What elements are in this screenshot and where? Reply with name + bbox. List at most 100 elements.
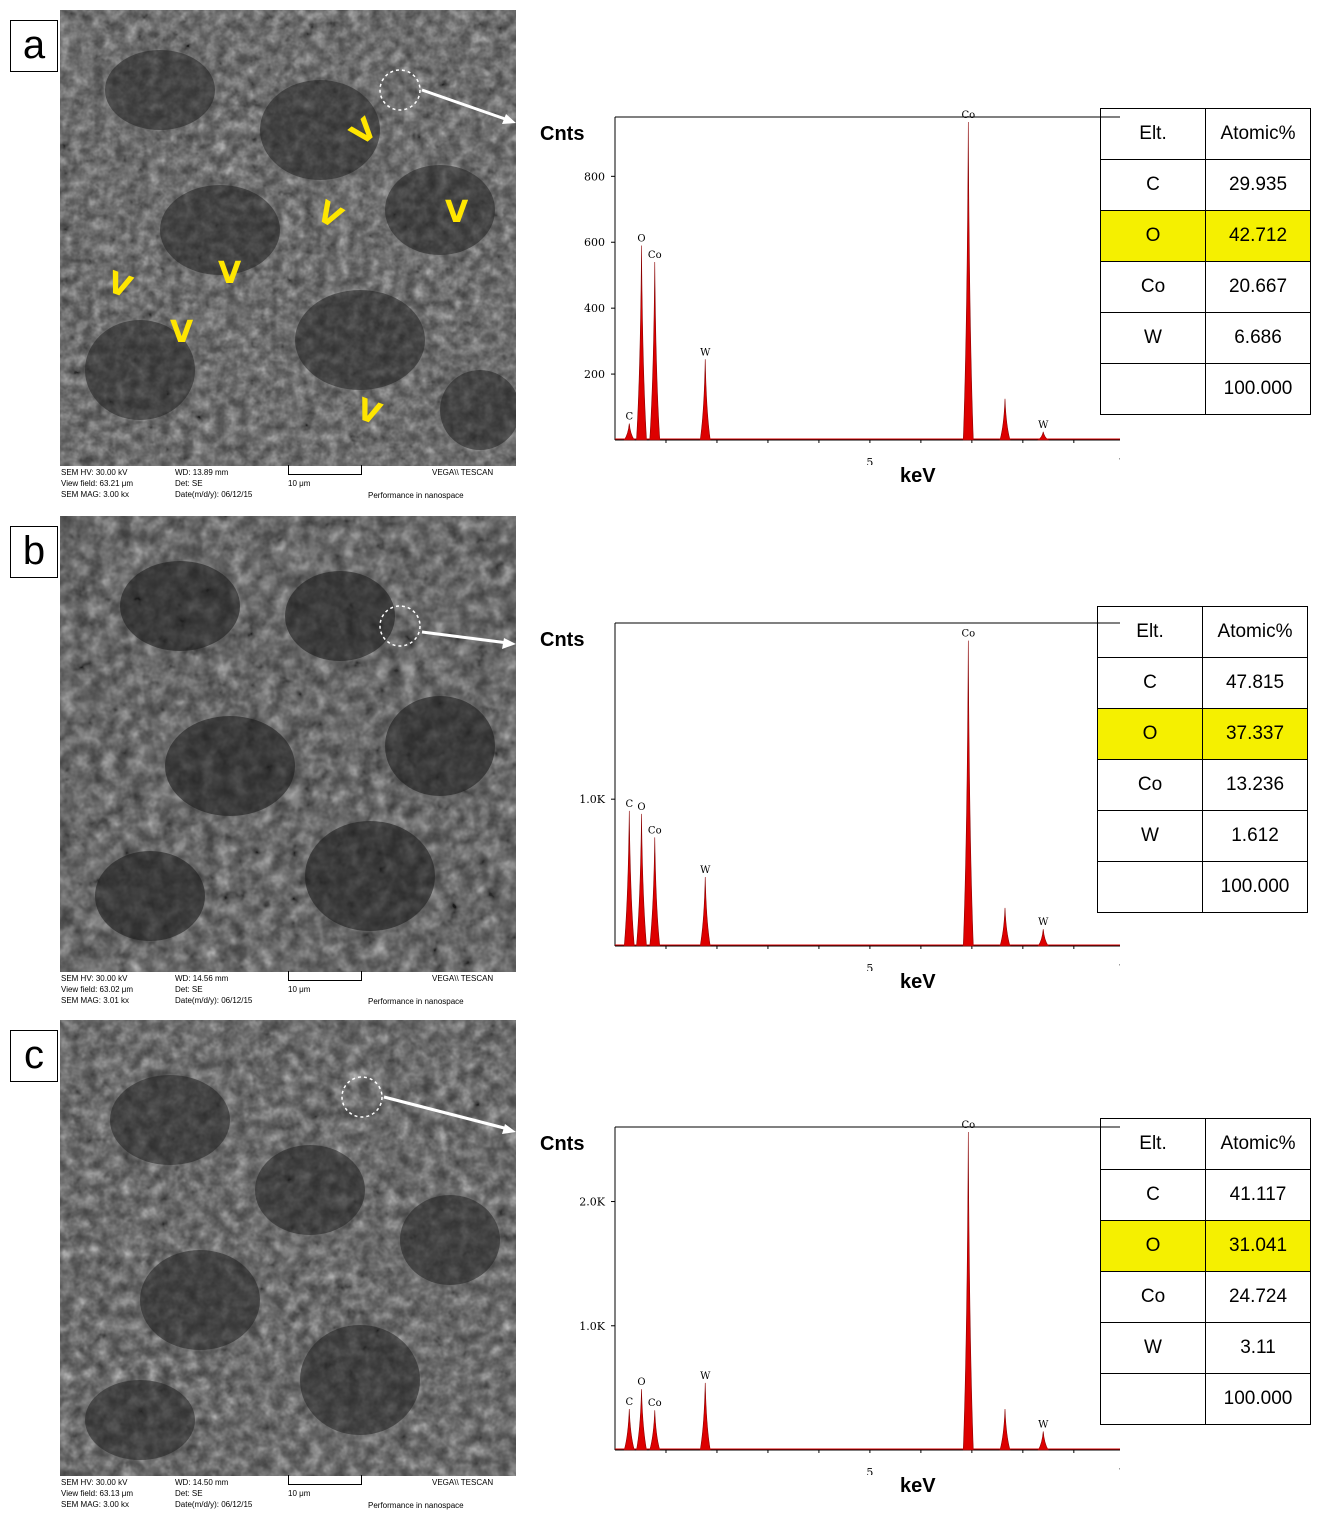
sem-brand: VEGA\\ TESCAN — [432, 974, 494, 983]
table-row: O 42.712 — [1100, 210, 1311, 262]
peak-label: C — [625, 1397, 633, 1408]
table-cell: Co — [1097, 759, 1203, 811]
table-cell: Co — [1100, 1271, 1206, 1323]
spectrum-peak — [649, 837, 661, 947]
sem-info-bar: SEM HV: 30.00 kV View field: 63.13 μm SE… — [60, 1475, 516, 1520]
table-cell: O — [1097, 708, 1203, 760]
peak-label: Co — [961, 629, 975, 640]
sem-texture — [60, 1020, 516, 1476]
peak-label: Co — [961, 1120, 975, 1131]
y-tick-label: 800 — [584, 170, 605, 183]
x-tick-label: 5 — [866, 1466, 873, 1475]
sem-info-bar: SEM HV: 30.00 kV View field: 63.02 μm SE… — [60, 971, 516, 1016]
table-cell: O — [1100, 210, 1206, 262]
y-axis-label: Cnts — [540, 123, 585, 145]
sem-hv: SEM HV: 30.00 kV — [61, 468, 128, 477]
spectrum-peak — [623, 1408, 635, 1451]
table-row: C 41.117 — [1100, 1169, 1311, 1221]
arrow-icon — [421, 88, 516, 124]
table-header-cell: Atomic% — [1205, 1118, 1311, 1170]
spectrum-plot: 1.0K2.0K510COCoWCoW — [579, 1120, 1120, 1475]
table-cell: W — [1097, 810, 1203, 862]
peak-label: W — [1038, 1419, 1049, 1430]
sem-scale: 10 μm — [288, 479, 311, 488]
x-tick-label: 10 — [1118, 962, 1120, 971]
eds-spectrum: Cnts keV 1.0K2.0K510COCoWCoW — [530, 1115, 1120, 1515]
peak-label: Co — [648, 1398, 662, 1409]
arrow-icon — [421, 630, 516, 649]
x-axis-label: keV — [900, 1475, 936, 1497]
marker-v: V — [445, 195, 469, 230]
sem-view-field: View field: 63.13 μm — [61, 1489, 134, 1498]
table-cell: 100.000 — [1202, 861, 1308, 913]
sem-image: V V V V V V V — [60, 10, 516, 466]
sem-mag: SEM MAG: 3.01 kx — [61, 996, 130, 1005]
marker-v: V — [218, 256, 242, 291]
table-cell: 100.000 — [1205, 363, 1311, 415]
sem-date: Date(m/d/y): 06/12/15 — [175, 1500, 253, 1509]
table-row: Co 13.236 — [1097, 759, 1308, 811]
table-header-row: Elt. Atomic% — [1097, 606, 1308, 658]
panel-c: c SEM HV: 30.00 kV View field: 63.13 μm … — [0, 1020, 1324, 1526]
sem-brand: VEGA\\ TESCAN — [432, 468, 494, 477]
sem-image — [60, 516, 516, 972]
spectrum-peak — [699, 1382, 711, 1451]
spectrum-peak — [636, 813, 647, 947]
y-tick-label: 1.0K — [579, 1320, 605, 1333]
table-row: W 6.686 — [1100, 312, 1311, 364]
sem-date: Date(m/d/y): 06/12/15 — [175, 490, 253, 499]
scale-bar — [288, 1475, 362, 1485]
sem-view-field: View field: 63.21 μm — [61, 479, 134, 488]
scale-bar — [288, 971, 362, 981]
table-cell: C — [1100, 1169, 1206, 1221]
spectrum-peak — [999, 907, 1011, 947]
table-row: O 37.337 — [1097, 708, 1308, 760]
scale-bar — [288, 465, 362, 475]
sem-mag: SEM MAG: 3.00 kx — [61, 1500, 130, 1509]
sem-wd: WD: 14.50 mm — [175, 1478, 229, 1487]
peak-label: W — [700, 347, 711, 358]
table-row: W 1.612 — [1097, 810, 1308, 862]
table-cell: 24.724 — [1205, 1271, 1311, 1323]
peak-label: W — [700, 865, 711, 876]
sem-wd: WD: 13.89 mm — [175, 468, 229, 477]
sem-scale: 10 μm — [288, 1489, 311, 1498]
spectrum-peak — [699, 876, 711, 947]
table-header-cell: Atomic% — [1205, 108, 1311, 160]
table-header-cell: Elt. — [1100, 1118, 1206, 1170]
spectrum-peak — [1037, 1431, 1049, 1451]
peak-label: C — [625, 799, 633, 810]
table-cell: W — [1100, 1322, 1206, 1374]
peak-label: Co — [961, 110, 975, 121]
table-header-cell: Elt. — [1097, 606, 1203, 658]
peak-label: C — [625, 412, 633, 423]
table-row: C 47.815 — [1097, 657, 1308, 709]
spectrum-peak — [636, 1389, 647, 1451]
composition-table: Elt. Atomic% C 29.935 O 42.712 Co 20.667 W 6.686 1… — [1100, 108, 1311, 415]
table-cell: 42.712 — [1205, 210, 1311, 262]
sem-tagline: Performance in nanospace — [368, 491, 464, 500]
table-cell: 47.815 — [1202, 657, 1308, 709]
spectrum-peak — [636, 245, 647, 441]
sem-brand: VEGA\\ TESCAN — [432, 1478, 494, 1487]
arrow-icon — [383, 1095, 516, 1134]
spectrum-plot: 200400600800510COCoWCoW — [584, 110, 1120, 465]
panel-b: b SEM HV: 30.00 kV View field: 63.02 μm … — [0, 516, 1324, 1022]
spectrum-peak — [1037, 929, 1049, 947]
sem-det: Det: SE — [175, 479, 203, 488]
sem-mag: SEM MAG: 3.00 kx — [61, 490, 130, 499]
spectrum-peak — [962, 1131, 974, 1451]
peak-label: W — [1038, 420, 1049, 431]
x-axis-label: keV — [900, 465, 936, 487]
table-cell: 13.236 — [1202, 759, 1308, 811]
table-header-cell: Elt. — [1100, 108, 1206, 160]
sem-texture: V V V V V V V — [60, 10, 516, 466]
table-cell: C — [1097, 657, 1203, 709]
sem-tagline: Performance in nanospace — [368, 1501, 464, 1510]
table-cell — [1100, 1373, 1206, 1425]
table-row: 100.000 — [1100, 363, 1311, 415]
peak-label: W — [1038, 917, 1049, 928]
table-cell: W — [1100, 312, 1206, 364]
table-header-cell: Atomic% — [1202, 606, 1308, 658]
spectrum-peak — [999, 398, 1011, 441]
